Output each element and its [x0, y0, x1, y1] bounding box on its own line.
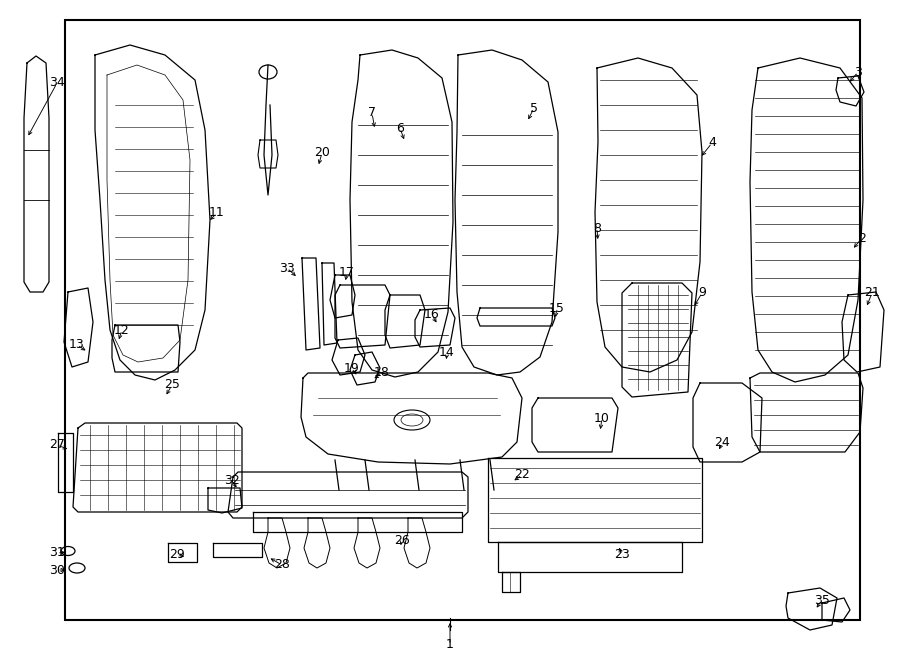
Text: 25: 25 — [164, 379, 180, 391]
Text: 15: 15 — [549, 301, 565, 315]
Text: 18: 18 — [374, 366, 390, 379]
Text: 10: 10 — [594, 412, 610, 424]
Text: 23: 23 — [614, 549, 630, 561]
Text: 28: 28 — [274, 559, 290, 572]
Text: 32: 32 — [224, 473, 240, 486]
Text: 12: 12 — [114, 323, 130, 336]
Text: 3: 3 — [854, 65, 862, 79]
Text: 21: 21 — [864, 286, 880, 299]
Text: 33: 33 — [279, 262, 295, 274]
Text: 17: 17 — [339, 266, 355, 280]
Text: 1: 1 — [446, 639, 454, 652]
Text: 35: 35 — [814, 594, 830, 607]
Text: 22: 22 — [514, 469, 530, 481]
Text: 20: 20 — [314, 147, 330, 159]
Text: 11: 11 — [209, 206, 225, 219]
Text: 31: 31 — [50, 547, 65, 559]
Text: 4: 4 — [708, 137, 716, 149]
Text: 26: 26 — [394, 533, 410, 547]
Text: 34: 34 — [50, 77, 65, 89]
Text: 27: 27 — [50, 438, 65, 451]
Text: 13: 13 — [69, 338, 85, 352]
Text: 19: 19 — [344, 362, 360, 375]
Bar — [65, 20, 860, 620]
Text: 5: 5 — [530, 102, 538, 114]
Text: 24: 24 — [714, 436, 730, 449]
Text: 14: 14 — [439, 346, 454, 360]
Text: 2: 2 — [858, 231, 866, 245]
Text: 7: 7 — [368, 106, 376, 120]
Text: 30: 30 — [50, 563, 65, 576]
Text: 8: 8 — [593, 221, 601, 235]
Text: 29: 29 — [169, 549, 184, 561]
Text: 9: 9 — [698, 286, 706, 299]
Text: 6: 6 — [396, 122, 404, 134]
Text: 16: 16 — [424, 309, 440, 321]
